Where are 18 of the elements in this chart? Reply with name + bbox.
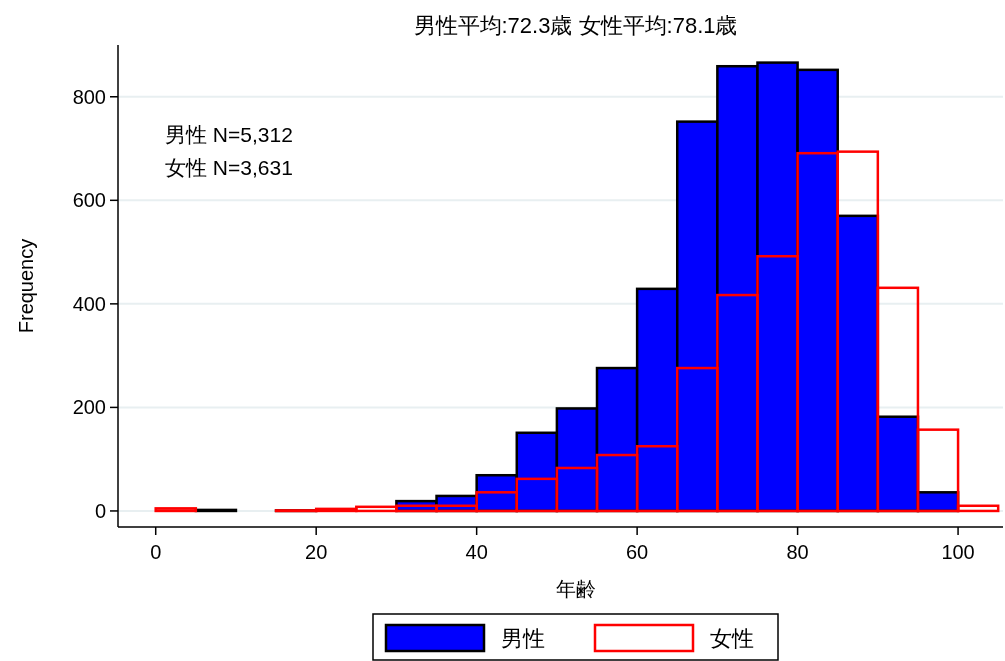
legend-label: 男性 — [501, 626, 545, 651]
chart-title: 男性平均:72.3歳 女性平均:78.1歳 — [413, 13, 738, 38]
legend-label: 女性 — [710, 626, 754, 651]
y-tick-label: 400 — [72, 292, 106, 315]
x-tick-label: 20 — [305, 541, 328, 563]
y-tick-label: 600 — [72, 189, 106, 212]
x-tick-label: 100 — [941, 541, 975, 563]
annotation: 女性 N=3,631 — [165, 156, 293, 179]
x-tick-label: 60 — [626, 541, 649, 563]
annotation: 男性 N=5,312 — [165, 123, 293, 146]
y-tick-label: 800 — [72, 85, 106, 108]
x-tick-label: 40 — [465, 541, 488, 563]
y-axis-title: Frequency — [15, 238, 37, 334]
y-tick-label: 0 — [94, 499, 106, 522]
x-tick-label: 0 — [150, 541, 162, 563]
y-tick-label: 200 — [72, 396, 106, 419]
x-tick-label: 80 — [786, 541, 809, 563]
x-axis-title: 年齢 — [555, 578, 596, 600]
